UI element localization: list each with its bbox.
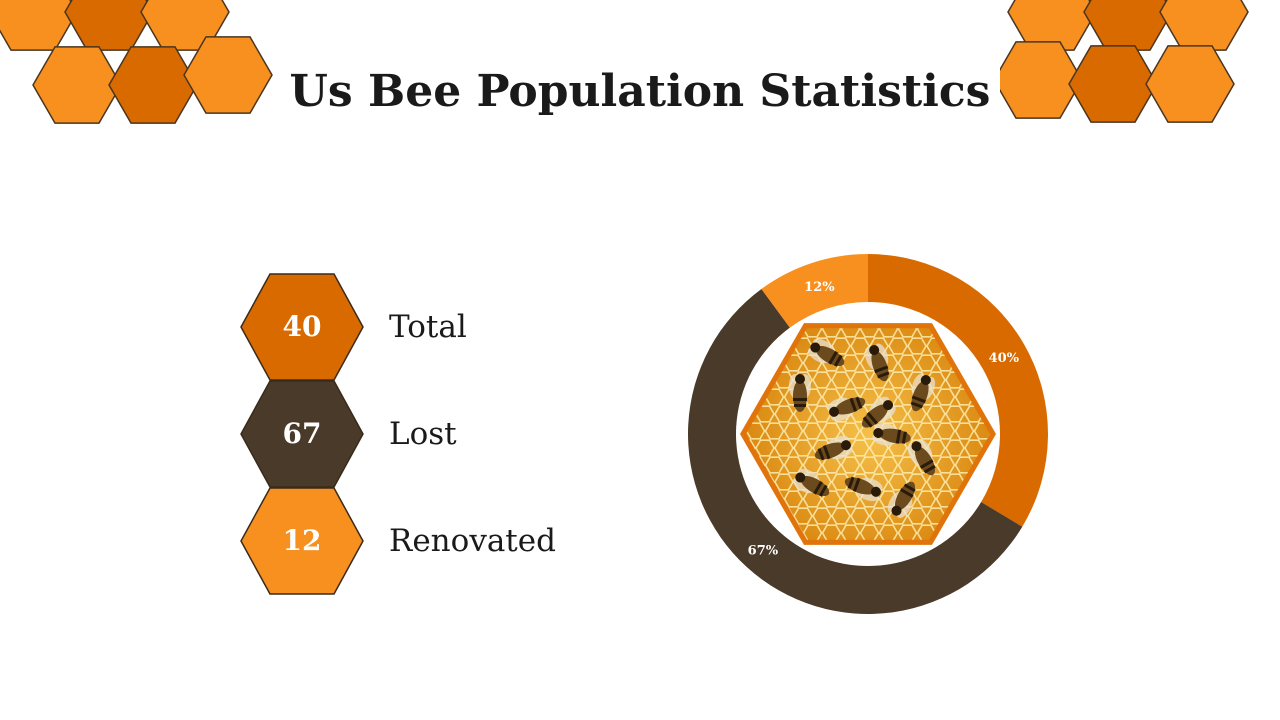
stat-hexagon: 12 (240, 487, 364, 595)
bee-icon (872, 423, 911, 446)
bee-icon (887, 481, 916, 518)
donut-slice-label: 67% (748, 543, 779, 558)
donut-labels: 40% 67% 12% (748, 280, 1020, 559)
honeycomb-decoration-right (1000, 0, 1249, 123)
honeycomb-cell (1159, 0, 1249, 51)
hexagon-shape (240, 487, 364, 595)
stat-total: 40 Total (240, 273, 600, 383)
stat-label: Total (389, 309, 467, 345)
stat-label: Renovated (389, 523, 556, 559)
stat-lost: 67 Lost (240, 380, 600, 490)
bee-icon (827, 396, 866, 422)
page-title: Us Bee Population Statistics (289, 66, 991, 117)
donut-slice (688, 288, 1023, 614)
bee-icon (861, 396, 896, 428)
donut-slice-label: 12% (804, 280, 835, 295)
hexagon-shape (240, 380, 364, 488)
honeycomb-cell (183, 36, 273, 114)
stat-renovated: 12 Renovated (240, 487, 600, 597)
donut-chart: 40% 67% 12% (688, 254, 1048, 614)
bee-icon (808, 338, 845, 367)
honeycomb-cell (1000, 41, 1083, 119)
honeycomb-cell (1007, 0, 1097, 51)
honeycomb-cell (64, 0, 154, 51)
bee-icon (814, 435, 853, 461)
honeycomb-cell (32, 46, 122, 124)
donut-slice-label: 40% (989, 351, 1020, 366)
hexagon-shape (240, 273, 364, 381)
stat-value: 40 (282, 310, 322, 343)
honeycomb-cell (108, 46, 198, 124)
stat-value: 67 (282, 417, 322, 450)
honeycomb-decoration-left (0, 0, 273, 124)
donut-slice (761, 254, 868, 328)
stat-label: Lost (389, 416, 457, 452)
bee-icon (907, 439, 936, 476)
honeycomb-cell (1083, 0, 1173, 51)
honeycomb-cell (1068, 45, 1158, 123)
donut-slices (688, 254, 1048, 614)
bee-icon (793, 468, 830, 497)
bee-icon (864, 343, 890, 382)
honeycomb-cell (0, 0, 78, 51)
honeycomb-cell (1145, 45, 1235, 123)
bee-icon (844, 476, 883, 502)
honeycomb-bees-photo (740, 323, 996, 545)
donut-slice (868, 254, 1048, 527)
stat-value: 12 (282, 524, 322, 557)
bee-icon (789, 374, 811, 412)
bee-icon (910, 373, 936, 412)
stat-hexagon: 67 (240, 380, 364, 488)
stat-hexagon: 40 (240, 273, 364, 381)
